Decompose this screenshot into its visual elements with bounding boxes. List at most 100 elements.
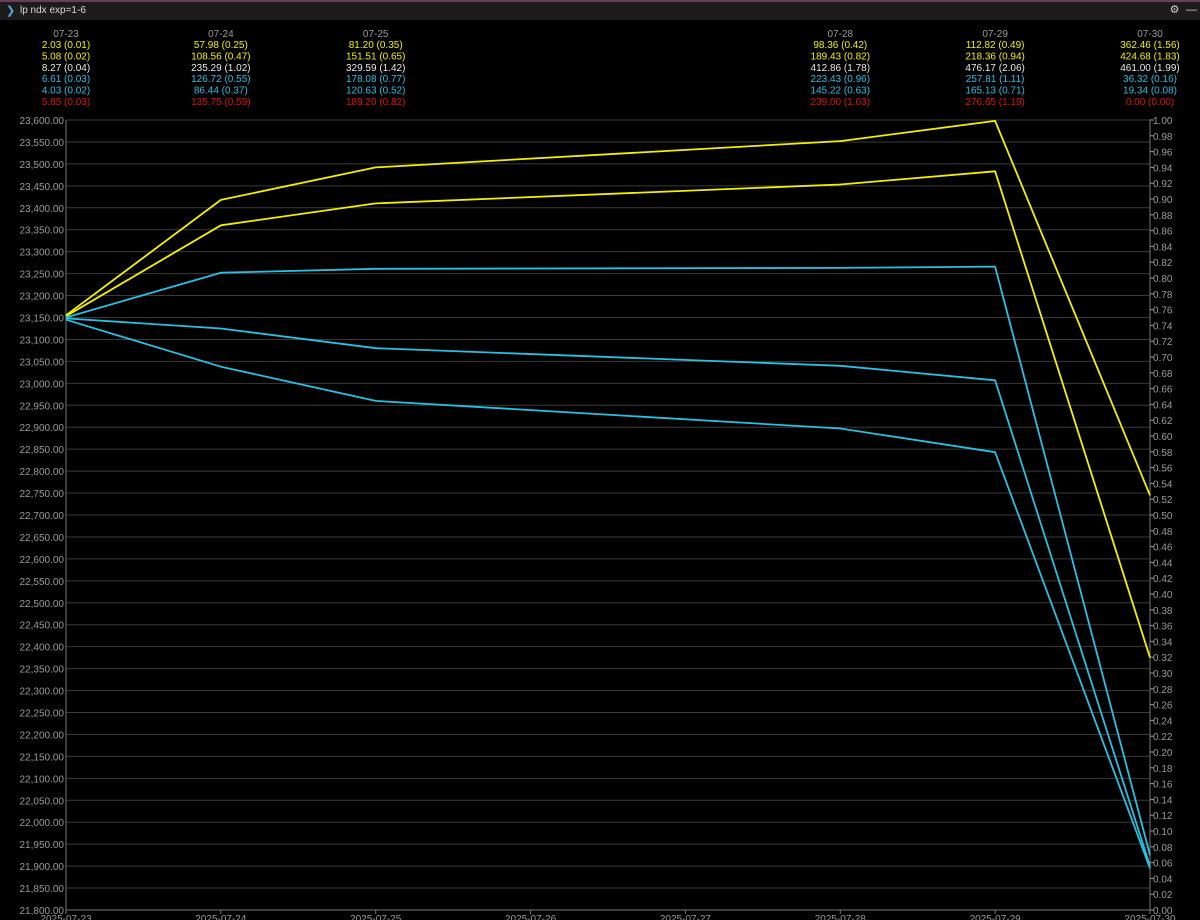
- y-tick-label: 21,900.00: [20, 862, 65, 873]
- y-tick-label: 22,450.00: [20, 621, 65, 632]
- y-tick-label: 22,250.00: [20, 709, 65, 720]
- column-value: 424.68 (1.83): [1120, 51, 1180, 62]
- y2-tick-label: 0.40: [1153, 590, 1173, 601]
- y2-tick-label: 0.14: [1153, 795, 1173, 806]
- y2-tick-label: 0.88: [1153, 211, 1173, 222]
- column-value: 165.13 (0.71): [965, 86, 1025, 97]
- y-tick-label: 22,600.00: [20, 555, 65, 566]
- column-value: 135.75 (0.59): [191, 97, 251, 108]
- y-tick-label: 23,500.00: [20, 160, 65, 171]
- y2-tick-label: 0.94: [1153, 163, 1173, 174]
- column-value: 81.20 (0.35): [349, 40, 403, 51]
- gear-icon[interactable]: ⚙: [1169, 4, 1180, 16]
- y-tick-label: 22,750.00: [20, 489, 65, 500]
- y-tick-label: 22,000.00: [20, 818, 65, 829]
- column-date: 07-28: [827, 29, 853, 40]
- y2-tick-label: 0.26: [1153, 701, 1173, 712]
- y-tick-label: 22,800.00: [20, 467, 65, 478]
- y2-tick-label: 0.78: [1153, 290, 1173, 301]
- y2-tick-label: 0.20: [1153, 748, 1173, 759]
- y2-tick-label: 0.36: [1153, 622, 1173, 633]
- column-value: 19.34 (0.08): [1123, 86, 1177, 97]
- y2-tick-label: 0.68: [1153, 369, 1173, 380]
- y2-tick-label: 0.32: [1153, 653, 1173, 664]
- y-tick-label: 23,400.00: [20, 204, 65, 215]
- y-tick-label: 23,050.00: [20, 357, 65, 368]
- y-tick-label: 22,300.00: [20, 687, 65, 698]
- column-date: 07-24: [208, 29, 234, 40]
- y2-tick-label: 0.62: [1153, 416, 1173, 427]
- y2-tick-label: 0.48: [1153, 527, 1173, 538]
- column-value: 120.63 (0.52): [346, 86, 406, 97]
- y-tick-label: 22,650.00: [20, 533, 65, 544]
- y2-tick-label: 0.86: [1153, 227, 1173, 238]
- series-line-cyan: [65, 317, 1151, 867]
- y2-tick-label: 0.84: [1153, 242, 1173, 253]
- y2-tick-label: 0.70: [1153, 353, 1173, 364]
- y2-tick-label: 0.80: [1153, 274, 1173, 285]
- series-line-yellow: [65, 170, 1151, 658]
- x-tick-label: 2025-07-27: [660, 914, 712, 920]
- y-tick-label: 23,250.00: [20, 270, 65, 281]
- column-value: 461.00 (1.99): [1120, 63, 1180, 74]
- y-tick-label: 22,550.00: [20, 577, 65, 588]
- y2-tick-label: 0.82: [1153, 258, 1173, 269]
- column-value: 6.61 (0.03): [42, 74, 90, 85]
- chevron-right-icon[interactable]: ❯: [6, 5, 16, 17]
- y-tick-label: 22,100.00: [20, 774, 65, 785]
- column-value: 362.46 (1.56): [1120, 40, 1180, 51]
- y2-tick-label: 0.42: [1153, 574, 1173, 585]
- y2-tick-label: 0.22: [1153, 732, 1173, 743]
- command-text[interactable]: lp ndx exp=1-6: [20, 5, 86, 16]
- x-tick-label: 2025-07-30: [1124, 914, 1176, 920]
- y2-tick-label: 0.24: [1153, 716, 1173, 727]
- y2-tick-label: 0.46: [1153, 543, 1173, 554]
- column-value: 8.27 (0.04): [42, 63, 90, 74]
- series-line-cyan: [65, 318, 1151, 869]
- column-date: 07-25: [363, 29, 389, 40]
- y2-tick-label: 0.02: [1153, 890, 1173, 901]
- y2-tick-label: 0.30: [1153, 669, 1173, 680]
- column-value: 151.51 (0.65): [346, 51, 406, 62]
- price-chart: 23,600.00 23,550.00 23,500.00 23,450.00 23,4…: [20, 29, 1180, 920]
- column-value: 235.29 (1.02): [191, 63, 251, 74]
- y-tick-label: 23,000.00: [20, 379, 65, 390]
- column-value: 57.98 (0.25): [194, 40, 248, 51]
- column-value: 2.03 (0.01): [42, 40, 90, 51]
- column-value: 0.00 (0.00): [1126, 97, 1174, 108]
- y2-tick-label: 0.50: [1153, 511, 1173, 522]
- y2-tick-label: 0.06: [1153, 859, 1173, 870]
- column-value: 108.56 (0.47): [191, 51, 251, 62]
- x-tick-label: 2025-07-28: [815, 914, 867, 920]
- x-tick-label: 2025-07-24: [195, 914, 247, 920]
- y2-tick-label: 0.10: [1153, 827, 1173, 838]
- y2-tick-label: 0.12: [1153, 811, 1173, 822]
- y2-tick-label: 0.56: [1153, 464, 1173, 475]
- column-value: 223.43 (0.96): [811, 74, 871, 85]
- column-value: 218.36 (0.94): [965, 51, 1025, 62]
- y2-tick-label: 0.18: [1153, 764, 1173, 775]
- y2-tick-label: 0.52: [1153, 495, 1173, 506]
- y-tick-label: 23,200.00: [20, 292, 65, 303]
- y-tick-label: 22,150.00: [20, 752, 65, 763]
- y-tick-label: 23,150.00: [20, 314, 65, 325]
- column-value: 98.36 (0.42): [813, 40, 867, 51]
- y2-tick-label: 0.64: [1153, 400, 1173, 411]
- minimize-icon[interactable]: —: [1186, 4, 1197, 16]
- y2-tick-label: 0.74: [1153, 321, 1173, 332]
- y-tick-label: 23,350.00: [20, 226, 65, 237]
- y2-tick-label: 0.28: [1153, 685, 1173, 696]
- column-value: 36.32 (0.16): [1123, 74, 1177, 85]
- command-bar: ❯ lp ndx exp=1-6 ⚙ —: [0, 0, 1200, 20]
- column-value: 476.17 (2.06): [965, 63, 1025, 74]
- column-value: 257.81 (1.11): [966, 74, 1025, 85]
- y-tick-label: 23,450.00: [20, 182, 65, 193]
- column-value: 189.43 (0.82): [811, 51, 871, 62]
- series-line-cyan: [65, 265, 1151, 856]
- column-value: 5.08 (0.02): [42, 51, 90, 62]
- x-tick-label: 2025-07-26: [505, 914, 557, 920]
- column-date: 07-23: [53, 29, 79, 40]
- y2-tick-label: 0.00: [1153, 906, 1173, 917]
- y2-tick-label: 0.92: [1153, 179, 1173, 190]
- y2-tick-label: 0.04: [1153, 874, 1173, 885]
